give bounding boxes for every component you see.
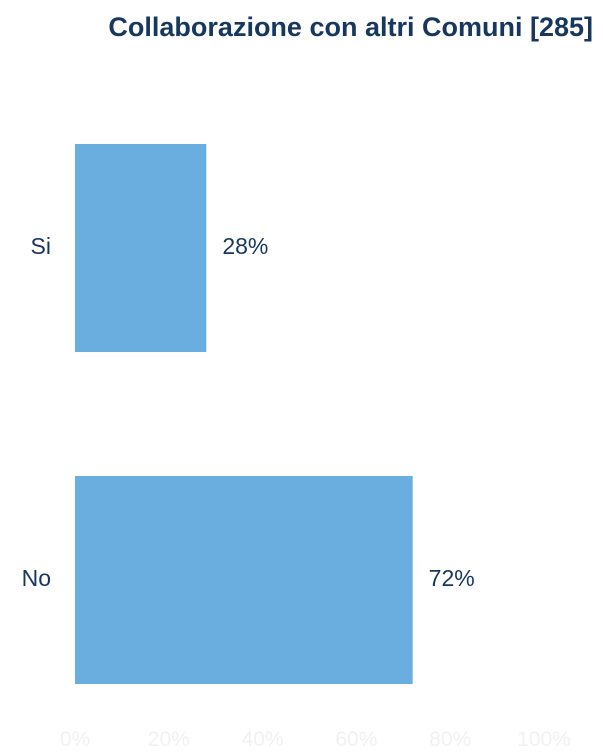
- x-tick-label: 80%: [429, 728, 471, 751]
- value-label-si: 28%: [222, 233, 268, 259]
- x-tick-label: 100%: [517, 728, 571, 751]
- category-label-no: No: [22, 565, 51, 591]
- chart-title: Collaborazione con altri Comuni [285]: [108, 12, 593, 42]
- bar-no: [75, 476, 413, 684]
- bar-si: [75, 144, 207, 352]
- x-tick-label: 0%: [60, 728, 90, 751]
- value-label-no: 72%: [429, 565, 475, 591]
- x-tick-label: 20%: [148, 728, 190, 751]
- x-tick-label: 60%: [335, 728, 377, 751]
- category-label-si: Si: [31, 233, 51, 259]
- x-tick-label: 40%: [242, 728, 284, 751]
